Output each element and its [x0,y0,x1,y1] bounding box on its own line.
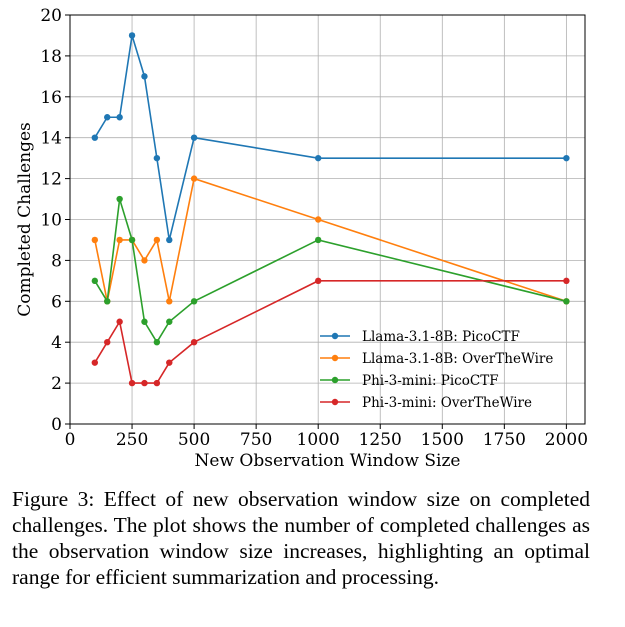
y-tick-label: 20 [40,6,62,26]
legend-label: Phi-3-mini: OverTheWire [362,395,532,411]
data-point [104,298,111,305]
data-point [190,339,198,346]
data-point [116,318,123,325]
data-point [153,236,161,244]
x-tick-label: 750 [240,430,272,450]
figure-caption: Figure 3: Effect of new observation wind… [12,487,590,589]
y-tick-label: 4 [51,333,62,353]
legend-marker [331,376,339,384]
y-tick-label: 8 [51,251,62,271]
legend-marker [331,398,339,406]
data-point [166,298,173,305]
data-point [166,318,173,325]
data-point [128,236,136,244]
data-point [128,379,136,387]
series-line [94,198,567,344]
data-point [141,73,148,80]
x-tick-label: 1250 [359,430,402,450]
data-point [314,216,322,223]
data-point [166,359,173,366]
series-line [94,280,567,384]
series-line [94,35,567,241]
legend: Llama-3.1-8B: PicoCTF Llama-3.1-8B: OverT… [320,329,553,411]
data-point [91,277,99,285]
data-point [141,318,148,325]
data-point [166,236,173,244]
data-point [116,195,123,203]
data-point [153,379,161,387]
data-point [141,379,148,387]
y-tick-label: 16 [40,88,62,108]
x-tick-label: 500 [178,430,210,450]
legend-entry: Phi-3-mini: OverTheWire [320,395,532,411]
data-point [190,298,198,305]
y-tick-label: 6 [51,292,62,312]
y-tick-label: 10 [40,211,62,231]
ticks: 0 250 500 750 1000 1250 1500 1750 2000 0 2 4 6 8 10 12 1… [40,6,588,450]
legend-marker [331,354,339,362]
x-axis-label: New Observation Window Size [195,451,461,471]
legend-label: Phi-3-mini: PicoCTF [362,373,499,389]
data-point [563,298,570,305]
data-point [104,114,111,121]
line-chart: 0 250 500 750 1000 1250 1500 1750 2000 0 2 4 6 8 10 12 1… [15,6,588,471]
legend-entry: Phi-3-mini: PicoCTF [320,373,499,389]
data-point [116,236,123,244]
y-tick-label: 18 [40,47,62,67]
data-point [314,154,322,162]
legend-label: Llama-3.1-8B: PicoCTF [362,329,520,345]
y-tick-label: 2 [51,374,62,394]
data-point [91,134,99,141]
y-axis-label: Completed Challenges [15,122,35,317]
series-3 [91,195,570,346]
data-point [563,277,570,285]
x-tick-label: 1750 [483,430,526,450]
x-tick-label: 1000 [297,430,340,450]
series-line [94,177,567,303]
data-point [141,257,148,264]
y-tick-label: 14 [40,129,62,149]
legend-label: Llama-3.1-8B: OverTheWire [362,351,553,367]
series-1 [91,32,570,244]
data-point [314,277,322,285]
series-layer [91,32,570,387]
legend-marker [331,332,339,340]
data-point [153,339,161,346]
data-point [190,175,198,182]
data-point [563,154,570,162]
x-tick-label: 0 [65,430,76,450]
data-point [314,236,322,244]
x-tick-label: 2000 [545,430,588,450]
y-tick-label: 0 [51,415,62,435]
y-tick-label: 12 [40,170,62,190]
x-tick-label: 250 [116,430,148,450]
data-point [91,359,99,366]
legend-entry: Llama-3.1-8B: OverTheWire [320,351,553,367]
data-point [128,32,136,39]
data-point [104,339,111,346]
x-tick-label: 1500 [421,430,464,450]
data-point [153,154,161,162]
data-point [116,114,123,121]
series-4 [91,277,570,387]
data-point [190,134,198,141]
legend-entry: Llama-3.1-8B: PicoCTF [320,329,520,345]
data-point [91,236,99,244]
